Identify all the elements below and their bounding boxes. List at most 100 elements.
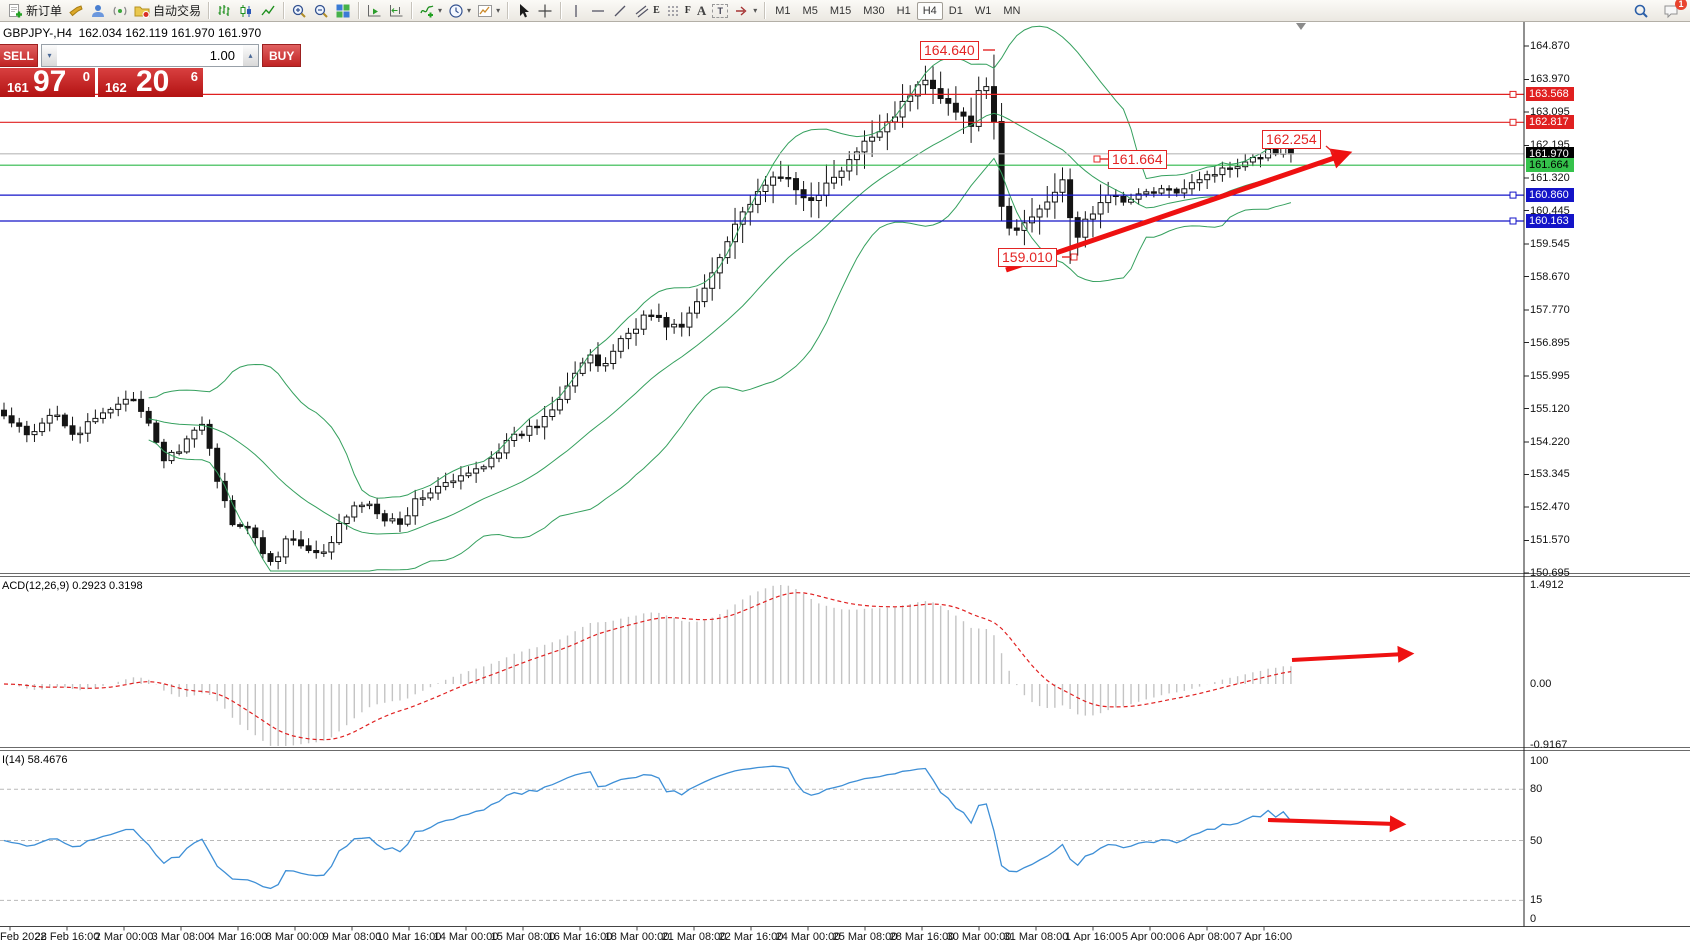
hline-handle[interactable] (1509, 118, 1517, 126)
candlestick-chart-button[interactable] (235, 1, 257, 21)
buy-button[interactable]: BUY (262, 44, 302, 67)
sell-price-point: 0 (82, 69, 90, 84)
timeframe-MN[interactable]: MN (1003, 4, 1021, 17)
timeframe-M1[interactable]: M1 (775, 4, 791, 17)
zoom-in-button[interactable] (288, 1, 310, 21)
candlesticks (1, 54, 1294, 570)
signals-icon (113, 6, 127, 15)
timeframe-toolbar: M1 M5 M15 M30 H1 H4 D1 W1 MN (769, 1, 1026, 20)
toolbar-separator (358, 2, 360, 19)
volume-spinner: ▾ ▴ (41, 44, 259, 67)
horizontal-line-icon (592, 9, 605, 12)
templates-button[interactable]: ▾ (474, 1, 503, 21)
timeframe-H1[interactable]: H1 (896, 4, 911, 17)
line-chart-icon (261, 5, 275, 15)
text-label-button[interactable]: T (709, 1, 731, 21)
price-annotation-161.664[interactable]: 161.664 (1108, 150, 1167, 169)
line-chart-button[interactable] (257, 1, 279, 21)
bar-chart-button[interactable] (213, 1, 235, 21)
timeframe-M5[interactable]: M5 (802, 4, 818, 17)
search-button[interactable] (1630, 1, 1652, 21)
rsi-arrow[interactable] (1267, 818, 1397, 826)
buy-price-display[interactable]: 162 20 6 (98, 65, 203, 98)
chevron-down-icon: ▾ (753, 5, 758, 15)
hline-handle[interactable] (1509, 217, 1517, 225)
arrows-button[interactable]: ▾ (731, 1, 760, 21)
metaeditor-button[interactable] (65, 1, 87, 21)
timeframe-M15[interactable]: M15 (829, 4, 852, 17)
rsi-indicator-label: I(14) 58.4676 (2, 754, 68, 766)
hline-handle[interactable] (1509, 191, 1517, 199)
one-click-trading-panel: SELL ▾ ▴ BUY 161 97 0 162 20 6 (0, 44, 302, 98)
crosshair-button[interactable] (534, 1, 556, 21)
fibonacci-icon (667, 6, 680, 15)
volume-decrease-button[interactable]: ▾ (42, 45, 57, 66)
macd-indicator-label: ACD(12,26,9) 0.2923 0.3198 (2, 580, 143, 592)
horizontal-line-button[interactable] (587, 1, 609, 21)
auto-scroll-button[interactable] (363, 1, 385, 21)
community-button[interactable] (87, 1, 109, 21)
fibonacci-button[interactable]: F (663, 1, 694, 21)
timeframe-M30[interactable]: M30 (863, 4, 885, 17)
chevron-down-icon: ▾ (496, 5, 501, 15)
rsi-arrow-head (1389, 815, 1407, 833)
timeframe-W1[interactable]: W1 (974, 4, 992, 17)
macd-signal-line (3, 592, 1292, 741)
timeframe-D1[interactable]: D1 (948, 4, 963, 17)
signals-button[interactable] (109, 1, 131, 21)
volume-input[interactable] (57, 45, 243, 66)
new-order-label: 新订单 (26, 4, 63, 18)
toolbar-separator (283, 2, 285, 19)
channel-button[interactable]: E (631, 1, 663, 21)
price-annotation-159.010[interactable]: 159.010 (998, 248, 1057, 267)
macd-histogram (10, 585, 1292, 746)
cursor-button[interactable] (512, 1, 534, 21)
bar-chart-icon (218, 4, 230, 16)
hline-handle[interactable] (1509, 90, 1517, 98)
chevron-down-icon: ▾ (438, 5, 443, 15)
macd-arrow[interactable] (1291, 652, 1405, 662)
toolbar-separator (208, 2, 210, 19)
text-button[interactable]: A (694, 1, 709, 21)
chart-shift-marker[interactable] (1296, 23, 1306, 30)
chart-title: GBPJPY-,H4 162.034 162.119 161.970 161.9… (3, 26, 262, 40)
price-annotation-164.640[interactable]: 164.640 (920, 41, 979, 60)
periods-button[interactable]: ▾ (445, 1, 474, 21)
notifications-button[interactable]: 1 (1660, 0, 1687, 21)
equidistant-channel-icon (635, 5, 649, 17)
price-annotation-162.254[interactable]: 162.254 (1262, 130, 1321, 149)
chevron-down-icon: ▾ (467, 5, 472, 15)
toolbar-separator (764, 2, 766, 19)
template-icon (478, 4, 493, 17)
macd-arrow-head (1397, 645, 1415, 663)
trend-arrow-head (1329, 148, 1353, 169)
text-label-icon: T (712, 3, 729, 18)
zoom-in-icon (292, 4, 306, 18)
toolbar-separator (411, 2, 413, 19)
vertical-line-icon (575, 4, 577, 17)
text-icon: A (696, 2, 707, 18)
trendline-icon (614, 5, 626, 16)
new-order-button[interactable]: 新订单 (4, 1, 65, 21)
trend-arrow[interactable] (1005, 153, 1341, 273)
sell-price-display[interactable]: 161 97 0 (0, 65, 95, 98)
zoom-out-button[interactable] (310, 1, 332, 21)
auto-scroll-icon (368, 4, 381, 16)
tile-windows-button[interactable] (332, 1, 354, 21)
volume-increase-button[interactable]: ▴ (243, 45, 258, 66)
new-order-icon (9, 3, 22, 17)
autotrading-label: 自动交易 (153, 4, 202, 18)
indicators-button[interactable]: ▾ (416, 1, 445, 21)
sell-button[interactable]: SELL (0, 44, 38, 67)
trendline-button[interactable] (609, 1, 631, 21)
chart-shift-icon (390, 4, 403, 16)
autotrading-icon (134, 6, 150, 18)
timeframe-H4[interactable]: H4 (916, 1, 943, 20)
annotation-handle (1093, 155, 1101, 163)
autotrading-button[interactable]: 自动交易 (131, 1, 204, 21)
buy-price-figure: 162 (105, 80, 127, 95)
chart-shift-button[interactable] (385, 1, 407, 21)
vertical-line-button[interactable] (565, 1, 587, 21)
annotation-connector (1325, 145, 1335, 154)
